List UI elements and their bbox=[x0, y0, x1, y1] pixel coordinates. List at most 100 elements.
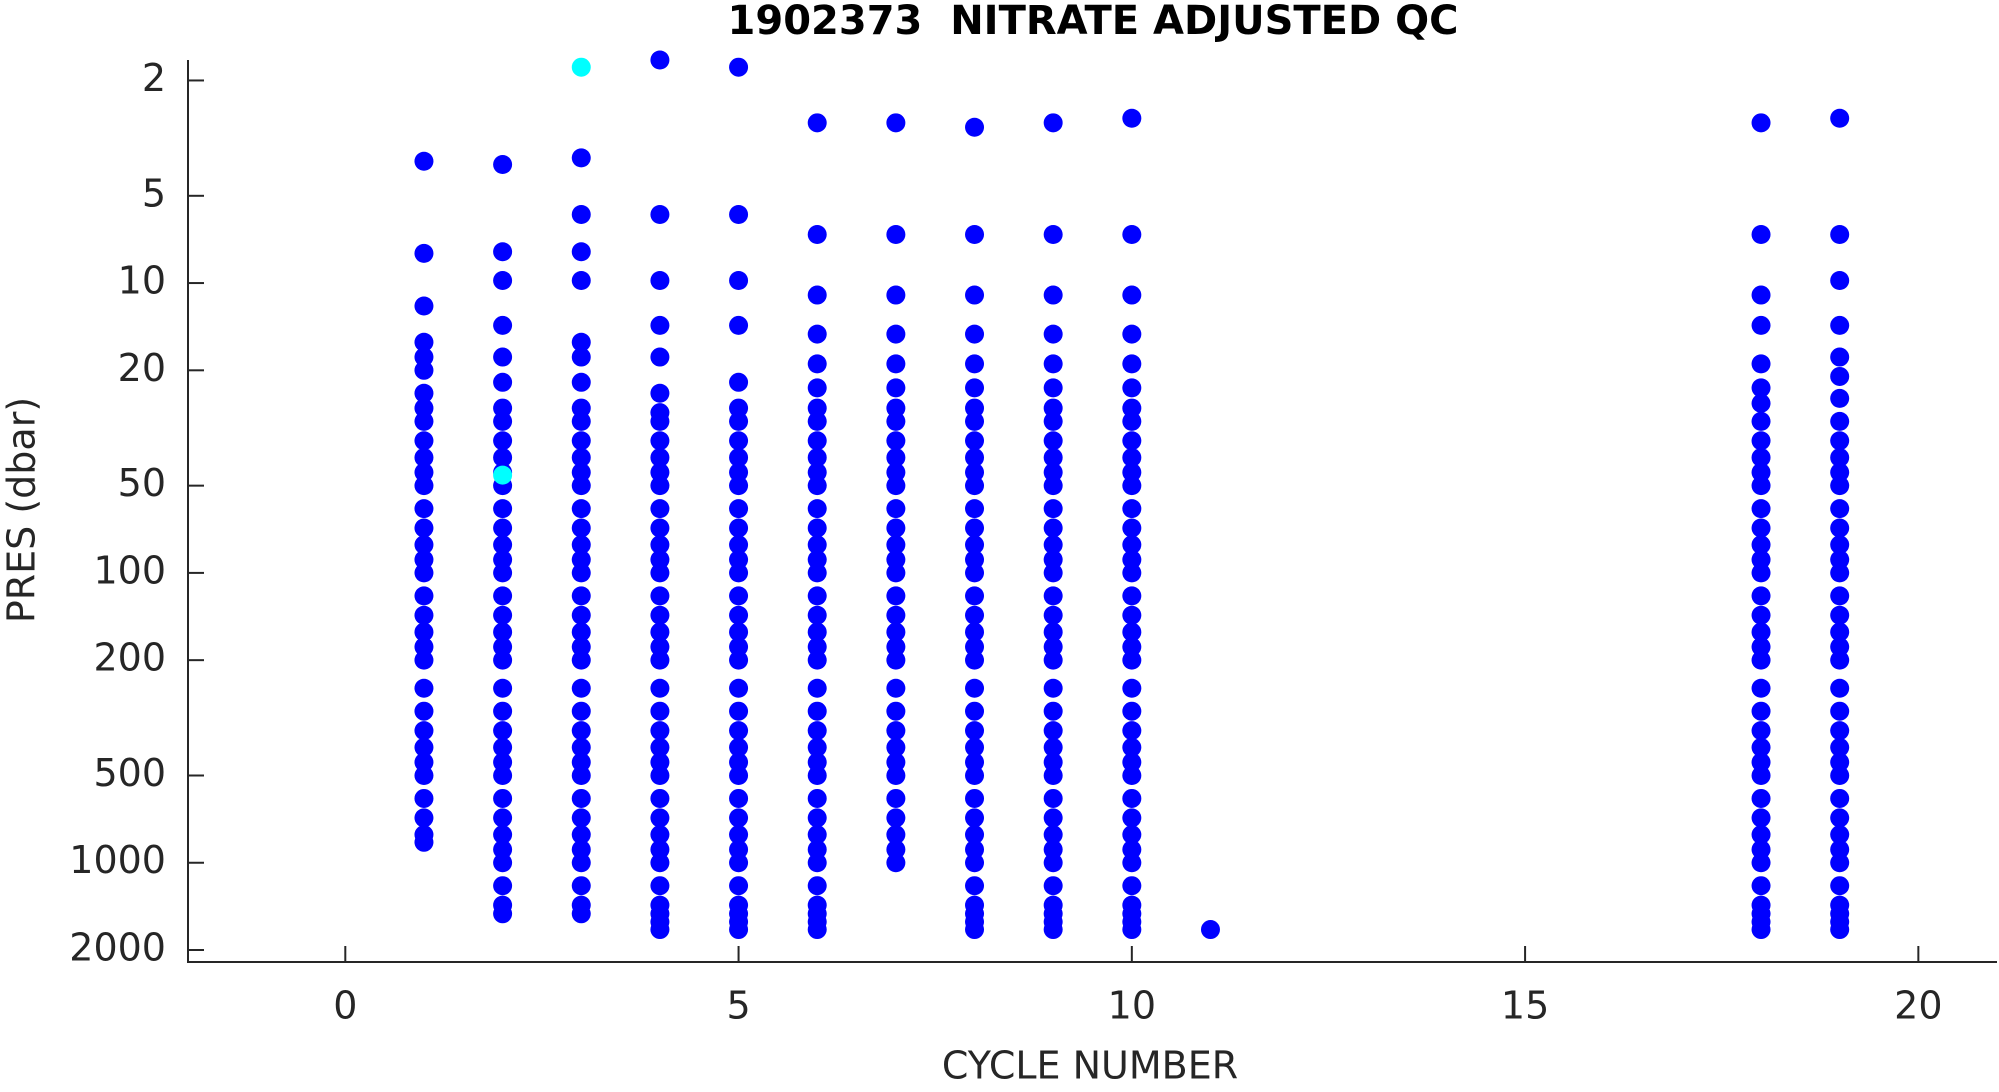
point bbox=[650, 650, 670, 670]
point bbox=[729, 622, 749, 642]
point bbox=[729, 876, 749, 896]
point bbox=[1830, 825, 1850, 845]
point bbox=[571, 853, 591, 873]
point bbox=[807, 701, 827, 721]
point bbox=[729, 204, 749, 224]
point bbox=[807, 563, 827, 583]
point bbox=[807, 113, 827, 133]
point bbox=[1043, 637, 1063, 657]
point bbox=[886, 678, 906, 698]
point bbox=[1751, 462, 1771, 482]
point bbox=[1830, 411, 1850, 431]
point bbox=[1751, 225, 1771, 245]
point bbox=[571, 518, 591, 538]
x-tick-label: 0 bbox=[333, 984, 357, 1028]
point bbox=[1122, 448, 1142, 468]
point bbox=[1122, 476, 1142, 496]
point bbox=[729, 372, 749, 392]
point bbox=[1043, 476, 1063, 496]
point bbox=[886, 431, 906, 451]
point bbox=[1043, 839, 1063, 859]
point bbox=[493, 605, 513, 625]
point bbox=[414, 808, 434, 828]
point bbox=[1043, 225, 1063, 245]
point bbox=[965, 411, 985, 431]
point bbox=[1122, 354, 1142, 374]
point bbox=[729, 499, 749, 519]
point bbox=[886, 737, 906, 757]
point bbox=[571, 839, 591, 859]
point bbox=[493, 839, 513, 859]
point bbox=[886, 448, 906, 468]
point bbox=[650, 721, 670, 741]
point bbox=[1122, 411, 1142, 431]
point bbox=[414, 476, 434, 496]
point bbox=[965, 398, 985, 418]
point bbox=[807, 448, 827, 468]
point bbox=[729, 650, 749, 670]
point bbox=[886, 563, 906, 583]
point bbox=[1043, 678, 1063, 698]
point bbox=[965, 920, 985, 940]
point bbox=[807, 650, 827, 670]
point bbox=[493, 904, 513, 924]
point bbox=[729, 839, 749, 859]
point bbox=[1122, 378, 1142, 398]
y-tick-label: 5 bbox=[142, 171, 166, 215]
point bbox=[1122, 721, 1142, 741]
y-axis-label: PRES (dbar) bbox=[0, 397, 44, 623]
point bbox=[571, 411, 591, 431]
point bbox=[1122, 839, 1142, 859]
point bbox=[1830, 605, 1850, 625]
point bbox=[1751, 354, 1771, 374]
point bbox=[1751, 315, 1771, 335]
point bbox=[886, 378, 906, 398]
point bbox=[886, 637, 906, 657]
point bbox=[1751, 285, 1771, 305]
point bbox=[414, 431, 434, 451]
point bbox=[650, 920, 670, 940]
point bbox=[571, 148, 591, 168]
y-tick-label: 20 bbox=[118, 346, 166, 390]
point bbox=[1122, 752, 1142, 772]
point bbox=[1043, 411, 1063, 431]
point bbox=[493, 563, 513, 583]
point bbox=[414, 398, 434, 418]
point bbox=[965, 431, 985, 451]
point bbox=[493, 431, 513, 451]
point bbox=[493, 242, 513, 262]
point bbox=[414, 296, 434, 316]
point bbox=[886, 788, 906, 808]
y-tick-label: 500 bbox=[93, 751, 166, 795]
point bbox=[493, 737, 513, 757]
point bbox=[1830, 535, 1850, 555]
point bbox=[1830, 650, 1850, 670]
point bbox=[1751, 113, 1771, 133]
point bbox=[1830, 448, 1850, 468]
point bbox=[807, 737, 827, 757]
point bbox=[965, 808, 985, 828]
point bbox=[1751, 650, 1771, 670]
point bbox=[1043, 285, 1063, 305]
point bbox=[965, 788, 985, 808]
point bbox=[493, 876, 513, 896]
point bbox=[571, 650, 591, 670]
point bbox=[414, 721, 434, 741]
point bbox=[965, 518, 985, 538]
point bbox=[493, 398, 513, 418]
point bbox=[571, 535, 591, 555]
point bbox=[1122, 518, 1142, 538]
point bbox=[965, 678, 985, 698]
x-tick-label: 5 bbox=[726, 984, 750, 1028]
point bbox=[965, 378, 985, 398]
y-tick-label: 50 bbox=[118, 461, 166, 505]
point bbox=[571, 876, 591, 896]
point bbox=[729, 563, 749, 583]
point bbox=[1830, 225, 1850, 245]
point bbox=[807, 499, 827, 519]
point bbox=[1043, 354, 1063, 374]
point bbox=[493, 535, 513, 555]
point bbox=[729, 518, 749, 538]
point bbox=[571, 622, 591, 642]
point bbox=[1043, 622, 1063, 642]
